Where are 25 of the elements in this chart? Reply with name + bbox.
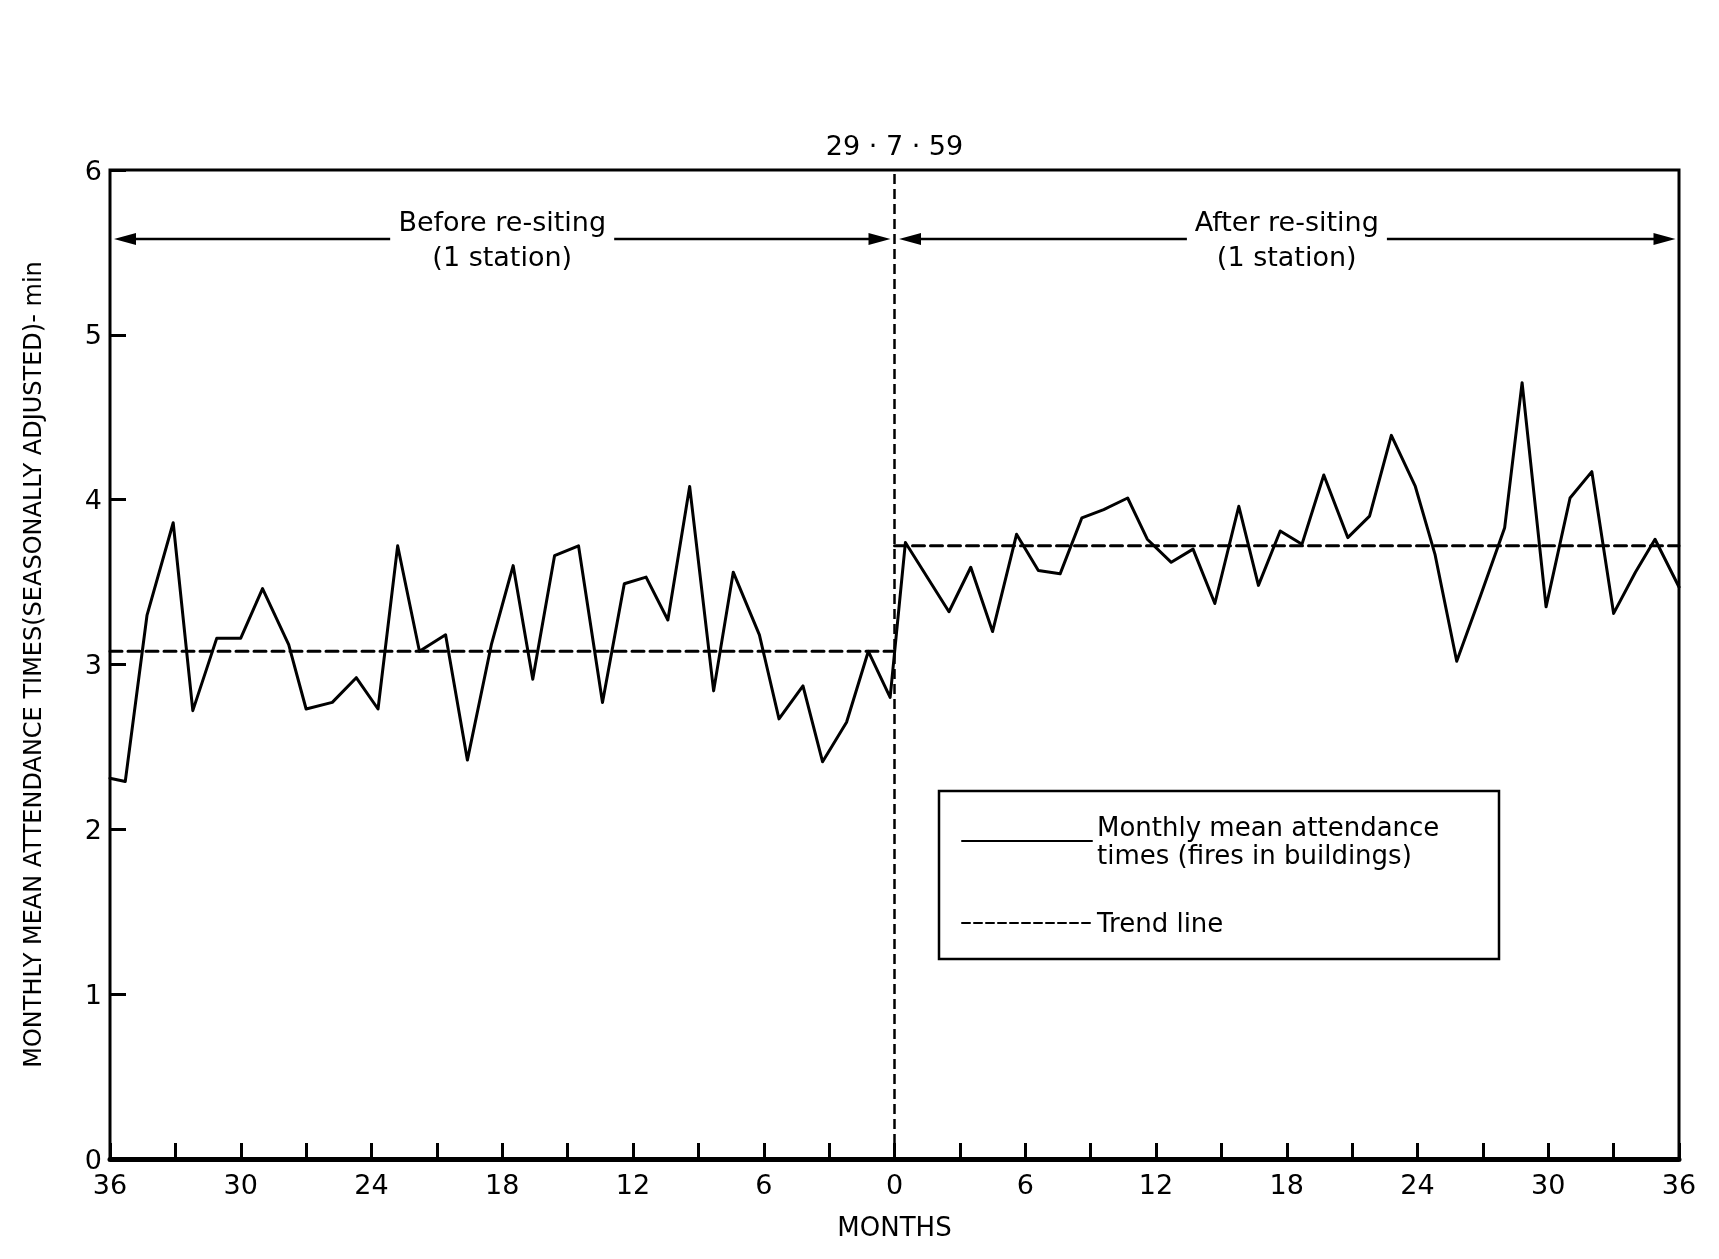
x-tick-label: 36	[1661, 1169, 1697, 1200]
x-tick-label: 6	[755, 1169, 773, 1200]
y-tick-label: 5	[84, 319, 102, 351]
y-tick-label: 6	[84, 154, 102, 186]
y-axis-title: MONTHLY MEAN ATTENDANCE TIMES(SEASONALLY ADJUSTED)- min	[19, 261, 47, 1068]
legend-label: Trend line	[1096, 908, 1224, 938]
legend-label: Monthly mean attendance times (fires in buildings)	[1097, 812, 1448, 870]
x-tick-label: 12	[615, 1169, 651, 1200]
y-tick-label: 2	[84, 813, 102, 845]
x-tick-label: 12	[1138, 1169, 1174, 1200]
x-tick-label: 24	[354, 1169, 389, 1200]
x-tick-label: 30	[1531, 1169, 1566, 1200]
x-axis-title: MONTHS	[837, 1212, 952, 1242]
y-tick-label: 4	[84, 484, 102, 516]
x-tick-label: 18	[1269, 1169, 1304, 1200]
x-tick-label: 24	[1400, 1169, 1435, 1200]
y-tick-label: 1	[84, 978, 102, 1010]
annotation: Before re-siting (1 station)	[390, 203, 615, 274]
y-tick-label: 3	[84, 649, 102, 680]
x-tick-label: 0	[885, 1169, 904, 1200]
x-tick-label: 30	[223, 1169, 258, 1200]
annotation: 29 · 7 · 59	[824, 129, 965, 163]
annotation: After re-siting (1 station)	[1186, 203, 1387, 274]
x-tick-label: 6	[1016, 1169, 1034, 1200]
x-tick-label: 18	[485, 1169, 520, 1200]
